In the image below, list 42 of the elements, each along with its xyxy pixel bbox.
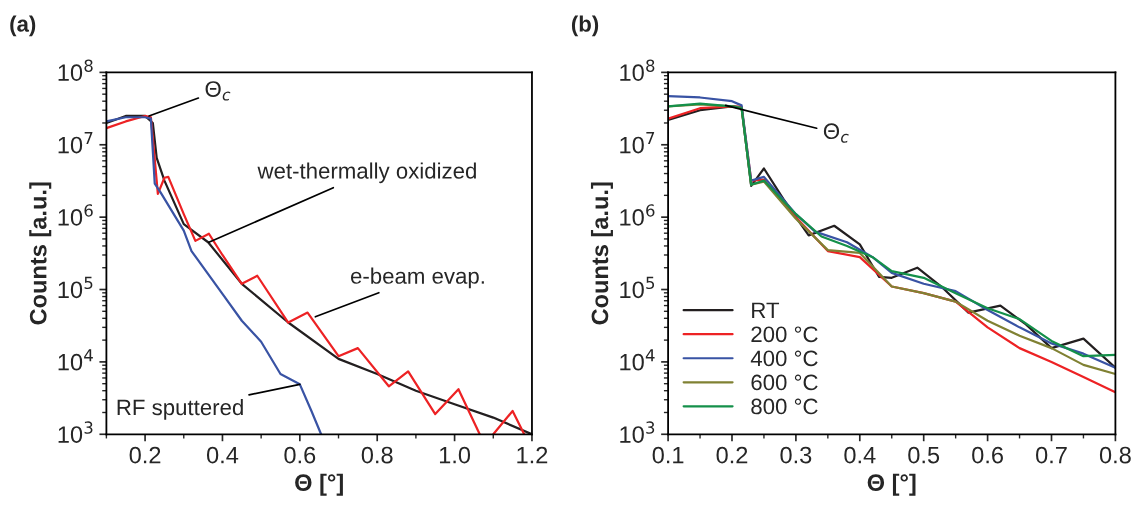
annotation: wet-thermally oxidized	[257, 162, 476, 184]
x-tick-label: 0.2	[716, 446, 748, 464]
x-tick-label: 0.1	[652, 446, 684, 464]
x-tick-label: 0.4	[206, 446, 239, 464]
y-tick-label: 10$^{5}$	[58, 276, 93, 299]
y-tick-label: 10$^{6}$	[620, 204, 655, 226]
x-tick-label: 0.3	[780, 446, 812, 464]
y-tick-label: 10$^{7}$	[58, 132, 93, 154]
y-tick-label: 10$^{6}$	[58, 204, 93, 226]
y-tick-label: 10$^{3}$	[58, 421, 93, 443]
x-tick-label: 0.6	[284, 446, 316, 464]
x-tick-label: 0.4	[844, 446, 876, 464]
legend-label: 200 °C	[751, 326, 818, 343]
chart-title: (b)	[571, 15, 599, 37]
annotation: RF sputtered	[117, 398, 243, 420]
x-tick-label: 0.6	[972, 446, 1003, 464]
annotation: e-beam evap.	[350, 267, 484, 289]
legend-label: RT	[752, 302, 780, 318]
y-axis-title: Counts [a.u.]	[29, 182, 52, 325]
y-axis-title: Counts [a.u.]	[590, 182, 613, 325]
x-axis-title: Θ [°]	[295, 473, 343, 496]
y-tick-label: 10$^{7}$	[620, 132, 655, 154]
chart-title: (a)	[10, 15, 36, 37]
annotation: Θ$_{c}$	[205, 81, 231, 101]
x-axis-title: Θ [°]	[867, 473, 916, 496]
legend-label: 800 °C	[751, 398, 818, 415]
x-tick-label: 0.5	[908, 446, 940, 464]
legend-label: 400 °C	[750, 350, 818, 367]
x-tick-label: 0.7	[1036, 446, 1067, 464]
legend-label: 600 °C	[751, 374, 818, 391]
y-tick-label: 10$^{5}$	[620, 276, 655, 299]
x-tick-label: 1.2	[517, 446, 548, 464]
y-tick-label: 10$^{8}$	[620, 59, 655, 81]
x-tick-label: 0.2	[129, 446, 161, 464]
x-tick-label: 0.8	[361, 446, 393, 464]
y-tick-label: 10$^{3}$	[620, 421, 655, 443]
x-tick-label: 0.8	[1099, 446, 1131, 464]
annotation: Θ$_{c}$	[823, 123, 849, 143]
x-tick-label: 1.0	[439, 446, 471, 464]
y-tick-label: 10$^{4}$	[620, 349, 655, 371]
y-tick-label: 10$^{8}$	[58, 59, 93, 81]
y-tick-label: 10$^{4}$	[58, 349, 93, 371]
